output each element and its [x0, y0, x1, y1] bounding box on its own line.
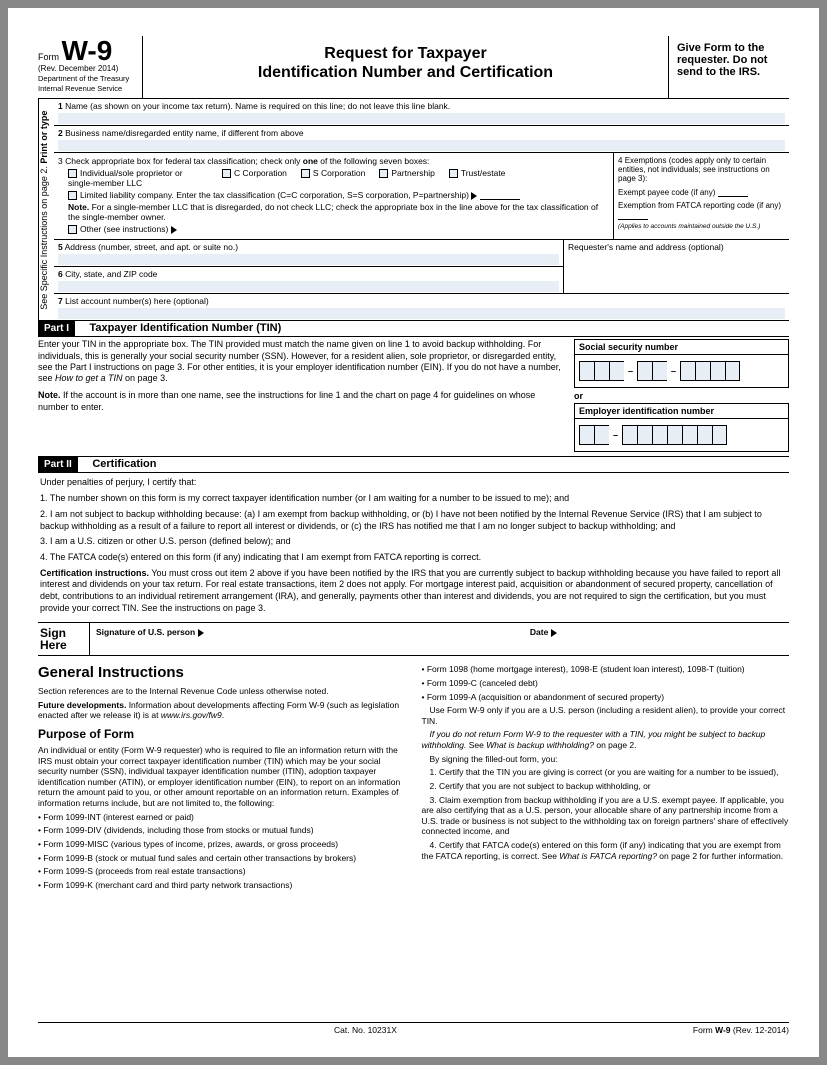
- sign-row: Sign Here Signature of U.S. person Date: [38, 622, 789, 656]
- date-input[interactable]: Date: [524, 623, 789, 655]
- side-label: See Specific Instructions on page 2. Pri…: [38, 99, 54, 321]
- arrow-icon: [171, 226, 177, 234]
- requester-address[interactable]: Requester's name and address (optional): [564, 240, 789, 294]
- cb-c-corp[interactable]: [222, 169, 231, 178]
- form-label: Form: [38, 52, 59, 62]
- line-4: 4 Exemptions (codes apply only to certai…: [614, 153, 789, 240]
- name-input[interactable]: [58, 113, 785, 124]
- header-center: Request for Taxpayer Identification Numb…: [143, 36, 669, 98]
- fields: 1 Name (as shown on your income tax retu…: [54, 99, 789, 321]
- part-1-header: Part I Taxpayer Identification Number (T…: [38, 320, 789, 337]
- address-input[interactable]: [58, 254, 559, 265]
- line-7: 7 List account number(s) here (optional): [54, 294, 789, 320]
- tin-section: Enter your TIN in the appropriate box. T…: [38, 339, 789, 452]
- form-rev: Form W-9 (Rev. 12-2014): [693, 1025, 789, 1035]
- signature-input[interactable]: Signature of U.S. person: [90, 623, 524, 655]
- cb-partnership[interactable]: [379, 169, 388, 178]
- dept-1: Department of the Treasury: [38, 74, 129, 83]
- payee-code-input[interactable]: [718, 187, 748, 197]
- instructions-right: • Form 1098 (home mortgage interest), 10…: [422, 664, 790, 893]
- form-page: Form W-9 (Rev. December 2014) Department…: [8, 8, 819, 1057]
- part-2-header: Part II Certification: [38, 456, 789, 473]
- title-line-1: Request for Taxpayer: [153, 44, 658, 63]
- title-line-2: Identification Number and Certification: [153, 63, 658, 82]
- instructions-left: General Instructions Section references …: [38, 664, 406, 893]
- cb-llc[interactable]: [68, 191, 77, 200]
- cb-trust[interactable]: [449, 169, 458, 178]
- cat-no: Cat. No. 10231X: [334, 1025, 397, 1035]
- llc-class-input[interactable]: [480, 190, 520, 200]
- header: Form W-9 (Rev. December 2014) Department…: [38, 36, 789, 99]
- account-numbers-input[interactable]: [58, 308, 785, 319]
- cb-individual[interactable]: [68, 169, 77, 178]
- line-5: 5 Address (number, street, and apt. or s…: [54, 240, 563, 267]
- certification: Under penalties of perjury, I certify th…: [38, 473, 789, 622]
- city-state-zip-input[interactable]: [58, 281, 559, 292]
- line-5-6: 5 Address (number, street, and apt. or s…: [54, 240, 789, 294]
- dept-2: Internal Revenue Service: [38, 84, 122, 93]
- ein-input[interactable]: –: [575, 419, 788, 451]
- cb-s-corp[interactable]: [301, 169, 310, 178]
- line-3: 3 Check appropriate box for federal tax …: [54, 153, 614, 240]
- arrow-icon: [198, 629, 204, 637]
- ssn-box: Social security number – –: [574, 339, 789, 388]
- footer: Cat. No. 10231X Form W-9 (Rev. 12-2014): [38, 1022, 789, 1035]
- ein-box: Employer identification number –: [574, 403, 789, 452]
- fatca-code-input[interactable]: [618, 210, 648, 220]
- arrow-icon: [471, 192, 477, 200]
- cb-other[interactable]: [68, 225, 77, 234]
- header-left: Form W-9 (Rev. December 2014) Department…: [38, 36, 143, 98]
- business-name-input[interactable]: [58, 140, 785, 151]
- instructions: General Instructions Section references …: [38, 664, 789, 893]
- body: See Specific Instructions on page 2. Pri…: [38, 99, 789, 321]
- ssn-input[interactable]: – –: [575, 355, 788, 387]
- line-6: 6 City, state, and ZIP code: [54, 267, 563, 294]
- line-2: 2 Business name/disregarded entity name,…: [54, 126, 789, 153]
- line-1: 1 Name (as shown on your income tax retu…: [54, 99, 789, 126]
- line-3-4: 3 Check appropriate box for federal tax …: [54, 153, 789, 241]
- header-right: Give Form to the requester. Do not send …: [669, 36, 789, 98]
- revision: (Rev. December 2014): [38, 64, 118, 73]
- form-number: W-9: [62, 35, 113, 66]
- arrow-icon: [551, 629, 557, 637]
